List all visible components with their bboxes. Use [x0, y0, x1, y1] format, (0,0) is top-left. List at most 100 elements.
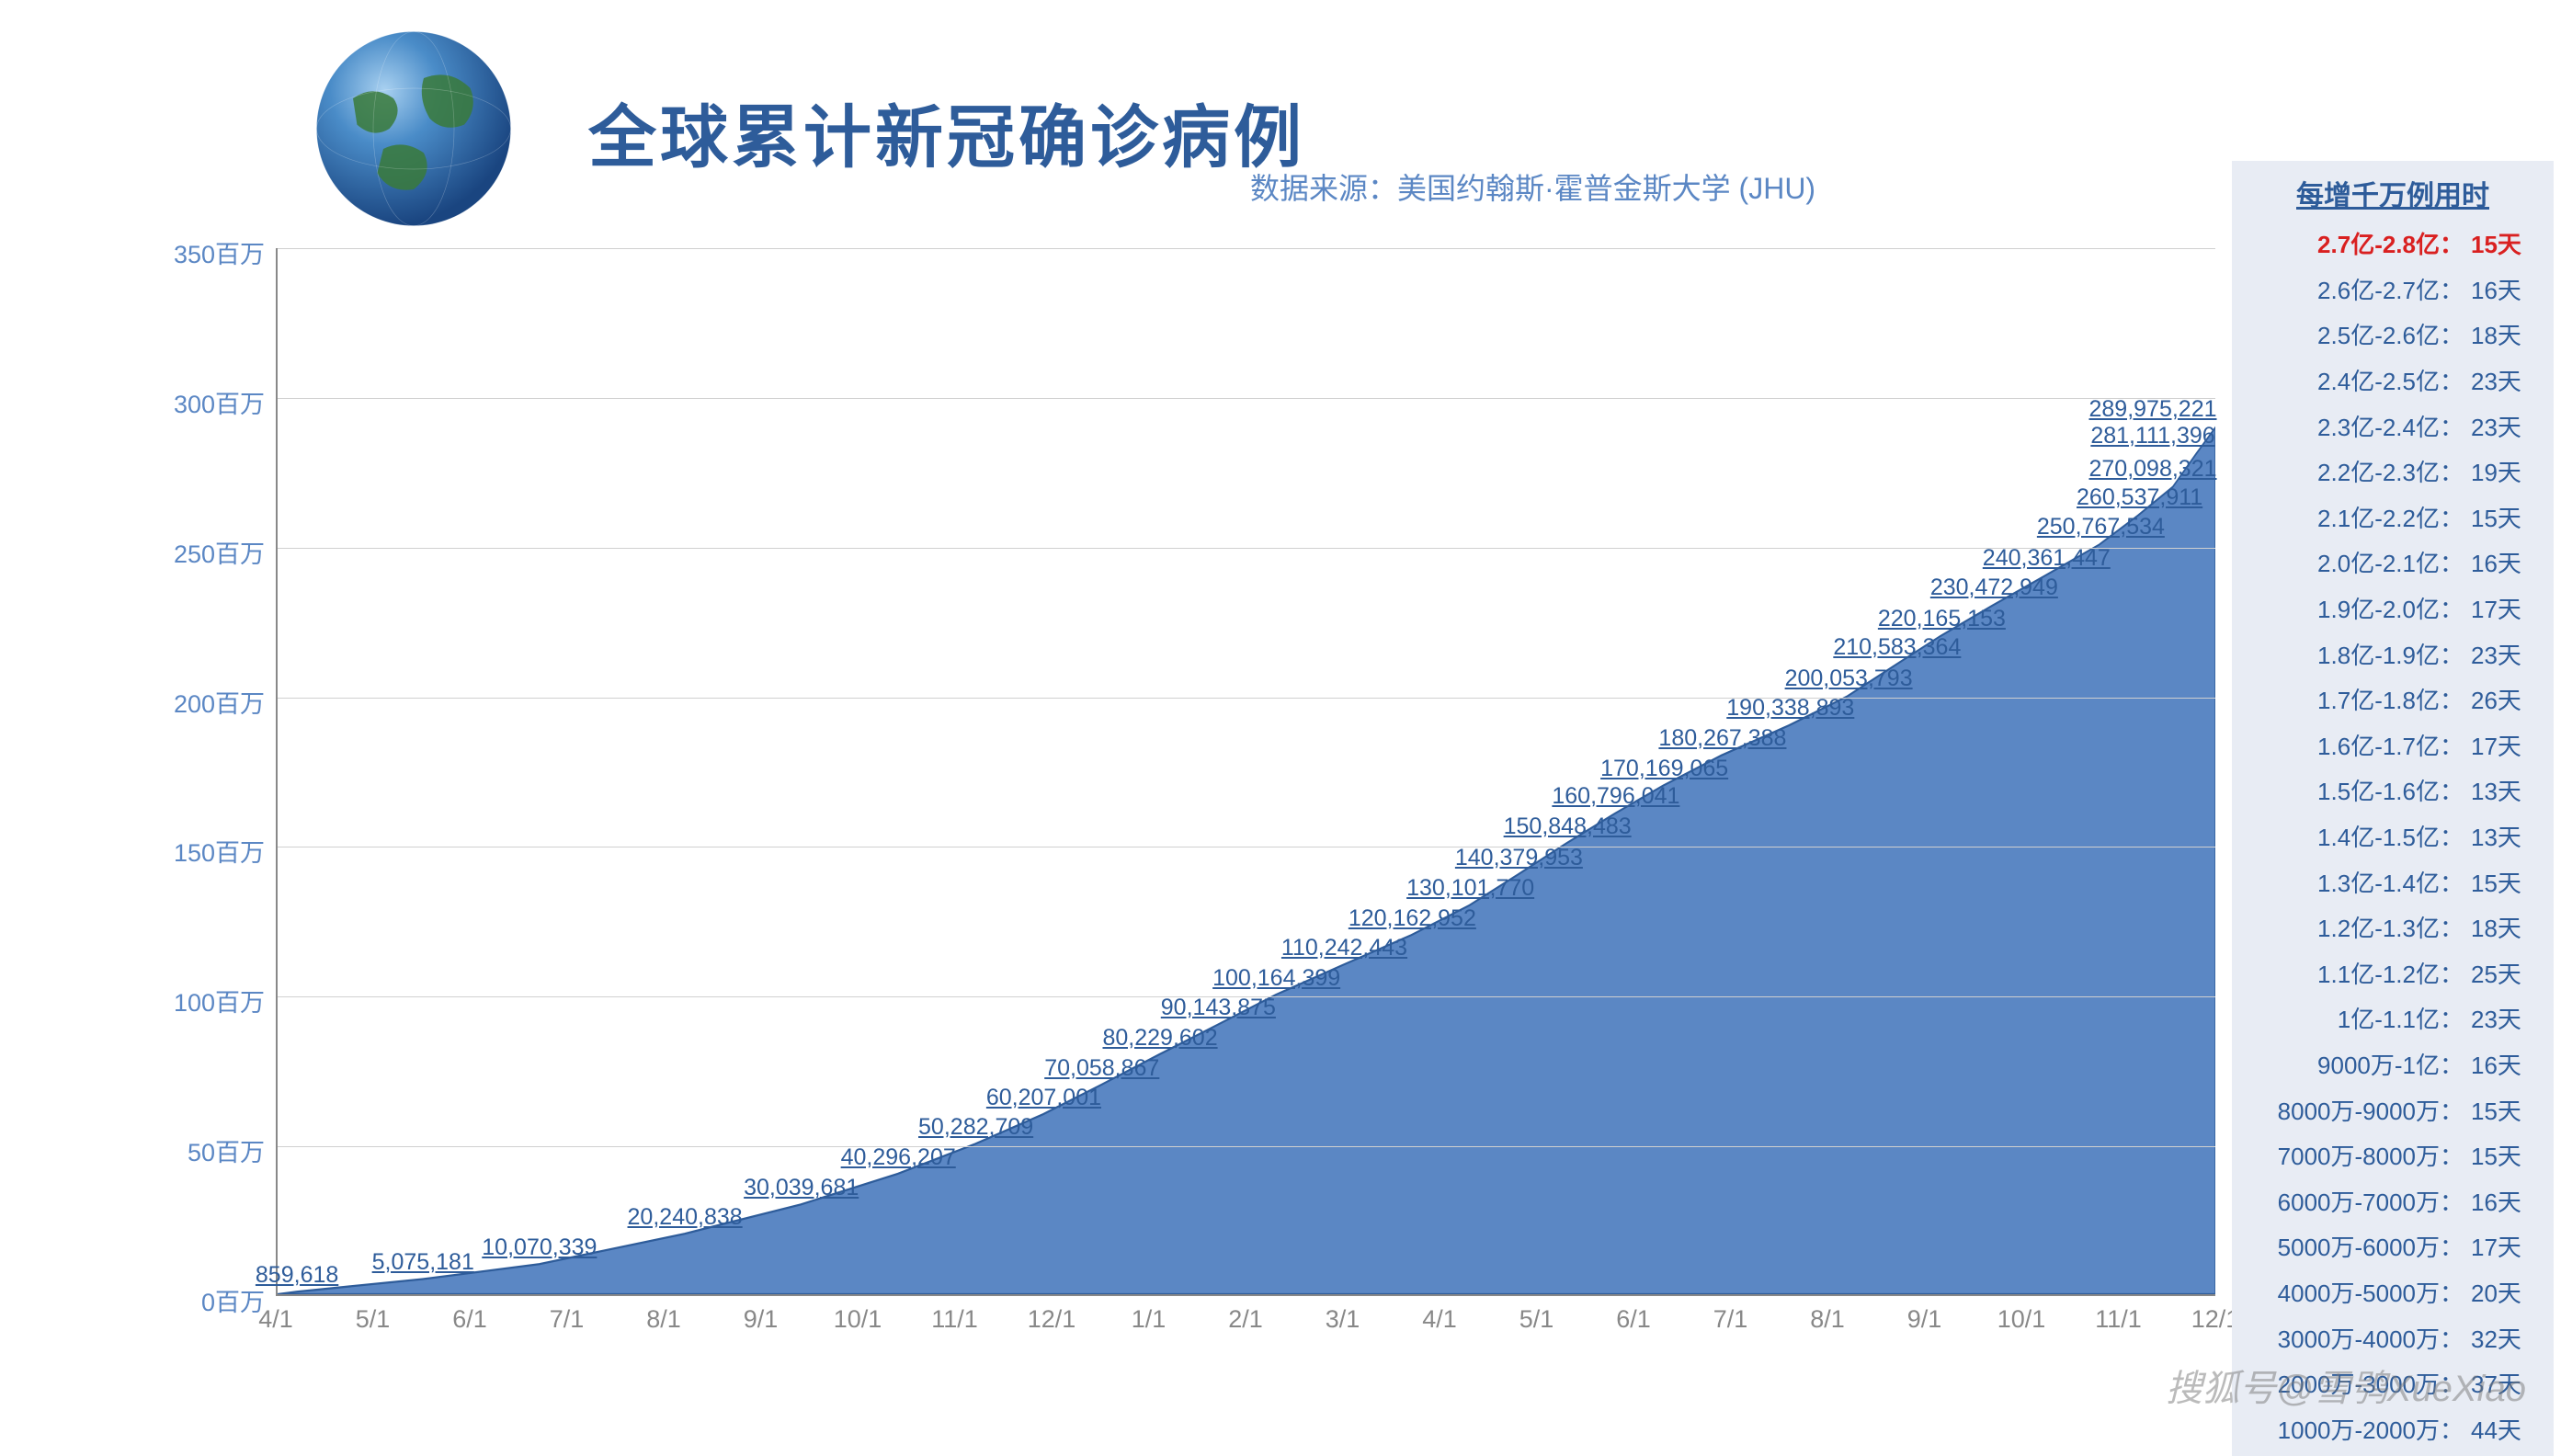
data-label: 260,537,911: [2077, 484, 2202, 511]
side-table-row: 8000万-9000万：15天: [2232, 1086, 2554, 1132]
days-value: 13天: [2471, 819, 2533, 853]
y-tick-label: 300百万: [174, 384, 265, 420]
y-tick-label: 50百万: [188, 1132, 265, 1168]
side-table-row: 1亿-1.1亿：23天: [2232, 995, 2554, 1041]
side-table-row: 1.7亿-1.8亿：26天: [2232, 677, 2554, 722]
side-table-row: 2.1亿-2.2亿：15天: [2232, 495, 2554, 540]
side-table-row: 5000万-6000万：17天: [2232, 1223, 2554, 1269]
x-tick-label: 8/1: [1810, 1305, 1845, 1334]
x-tick-label: 11/1: [931, 1305, 978, 1334]
days-value: 16天: [2471, 545, 2533, 579]
data-label: 170,169,065: [1600, 756, 1728, 782]
days-value: 15天: [2471, 1093, 2533, 1127]
side-table-row: 1.2亿-1.3亿：18天: [2232, 904, 2554, 950]
side-table-row: 1.8亿-1.9亿：23天: [2232, 631, 2554, 677]
data-label: 190,338,893: [1726, 695, 1854, 722]
x-tick-label: 8/1: [646, 1305, 681, 1334]
grid-line: [278, 698, 2215, 699]
days-value: 15天: [2471, 1138, 2533, 1172]
globe-icon: [313, 28, 515, 230]
data-label: 70,058,867: [1044, 1055, 1159, 1082]
range-label: 2.5亿-2.6亿：: [2252, 317, 2471, 351]
plot-area: 859,6185,075,18110,070,33920,240,83830,0…: [276, 248, 2215, 1296]
side-table-row: 2.7亿-2.8亿：15天: [2232, 221, 2554, 267]
side-table-row: 7000万-8000万：15天: [2232, 1132, 2554, 1178]
side-table-row: 1.9亿-2.0亿：17天: [2232, 586, 2554, 631]
days-value: 18天: [2471, 910, 2533, 944]
y-tick-label: 200百万: [174, 684, 265, 720]
days-value: 23天: [2471, 1001, 2533, 1035]
grid-line: [278, 548, 2215, 549]
x-tick-label: 4/1: [258, 1305, 293, 1334]
x-tick-label: 2/1: [1228, 1305, 1263, 1334]
side-table-row: 9000万-1亿：16天: [2232, 1041, 2554, 1087]
range-label: 1000万-2000万：: [2252, 1412, 2471, 1446]
side-table-row: 2.3亿-2.4亿：23天: [2232, 403, 2554, 449]
days-value: 23天: [2471, 409, 2533, 443]
y-tick-label: 350百万: [174, 234, 265, 270]
days-value: 15天: [2471, 865, 2533, 899]
side-table-row: 1.3亿-1.4亿：15天: [2232, 859, 2554, 904]
x-tick-label: 10/1: [1997, 1305, 2046, 1334]
side-table-row: 1.4亿-1.5亿：13天: [2232, 813, 2554, 859]
watermark: 搜狐号@雪鸮XueXiao: [2166, 1359, 2526, 1412]
range-label: 1亿-1.1亿：: [2252, 1001, 2471, 1035]
range-label: 2.4亿-2.5亿：: [2252, 363, 2471, 397]
range-label: 1.3亿-1.4亿：: [2252, 865, 2471, 899]
side-table-row: 4000万-5000万：20天: [2232, 1269, 2554, 1315]
days-value: 15天: [2471, 226, 2533, 260]
days-value: 32天: [2471, 1321, 2533, 1355]
days-value: 17天: [2471, 591, 2533, 625]
side-table-row: 1.5亿-1.6亿：13天: [2232, 768, 2554, 813]
days-value: 16天: [2471, 1047, 2533, 1081]
days-value: 44天: [2471, 1412, 2533, 1446]
range-label: 1.6亿-1.7亿：: [2252, 728, 2471, 762]
data-label: 20,240,838: [628, 1204, 743, 1231]
range-label: 2.7亿-2.8亿：: [2252, 226, 2471, 260]
header: 全球累计新冠确诊病例 数据来源：美国约翰斯·霍普金斯大学 (JHU): [0, 9, 2572, 230]
data-label: 5,075,181: [372, 1249, 474, 1276]
data-label: 220,165,153: [1878, 606, 2006, 632]
data-label: 270,098,321: [2088, 456, 2216, 483]
chart-container: 全球累计新冠确诊病例 数据来源：美国约翰斯·霍普金斯大学 (JHU) 0百万50…: [0, 0, 2572, 1421]
side-table-row: 6000万-7000万：16天: [2232, 1177, 2554, 1223]
range-label: 3000万-4000万：: [2252, 1321, 2471, 1355]
x-tick-label: 9/1: [1907, 1305, 1942, 1334]
days-value: 26天: [2471, 682, 2533, 716]
days-value: 23天: [2471, 637, 2533, 671]
data-label: 250,767,534: [2037, 514, 2165, 540]
days-value: 16天: [2471, 1184, 2533, 1218]
side-table-row: 2.4亿-2.5亿：23天: [2232, 358, 2554, 404]
days-value: 16天: [2471, 272, 2533, 306]
x-tick-label: 6/1: [1616, 1305, 1651, 1334]
range-label: 1.4亿-1.5亿：: [2252, 819, 2471, 853]
x-tick-label: 1/1: [1132, 1305, 1167, 1334]
range-label: 2.2亿-2.3亿：: [2252, 454, 2471, 488]
chart-area: 0百万50百万100百万150百万200百万250百万300百万350百万 85…: [138, 248, 2215, 1351]
side-table-row: 3000万-4000万：32天: [2232, 1314, 2554, 1360]
side-table-row: 1.1亿-1.2亿：25天: [2232, 950, 2554, 996]
x-tick-label: 7/1: [550, 1305, 585, 1334]
page-title: 全球累计新冠确诊病例: [588, 83, 1305, 181]
range-label: 9000万-1亿：: [2252, 1047, 2471, 1081]
x-tick-label: 6/1: [452, 1305, 487, 1334]
grid-line: [278, 1146, 2215, 1147]
range-label: 2.3亿-2.4亿：: [2252, 409, 2471, 443]
data-label: 50,282,709: [918, 1114, 1033, 1141]
data-label: 180,267,388: [1658, 725, 1786, 752]
x-tick-label: 11/1: [2095, 1305, 2142, 1334]
data-label: 100,164,399: [1212, 965, 1340, 992]
days-value: 17天: [2471, 1229, 2533, 1263]
range-label: 1.8亿-1.9亿：: [2252, 637, 2471, 671]
days-value: 23天: [2471, 363, 2533, 397]
x-tick-label: 3/1: [1326, 1305, 1360, 1334]
x-tick-label: 12/1: [1028, 1305, 1076, 1334]
range-label: 7000万-8000万：: [2252, 1138, 2471, 1172]
data-label: 30,039,681: [744, 1175, 859, 1201]
data-label: 120,162,952: [1349, 905, 1476, 932]
data-source: 数据来源：美国约翰斯·霍普金斯大学 (JHU): [1250, 165, 1815, 208]
x-tick-label: 7/1: [1713, 1305, 1748, 1334]
data-label: 40,296,207: [841, 1144, 956, 1171]
side-table: 每增千万例用时 2.7亿-2.8亿：15天2.6亿-2.7亿：16天2.5亿-2…: [2232, 161, 2554, 1456]
data-label: 281,111,396: [2090, 423, 2214, 449]
